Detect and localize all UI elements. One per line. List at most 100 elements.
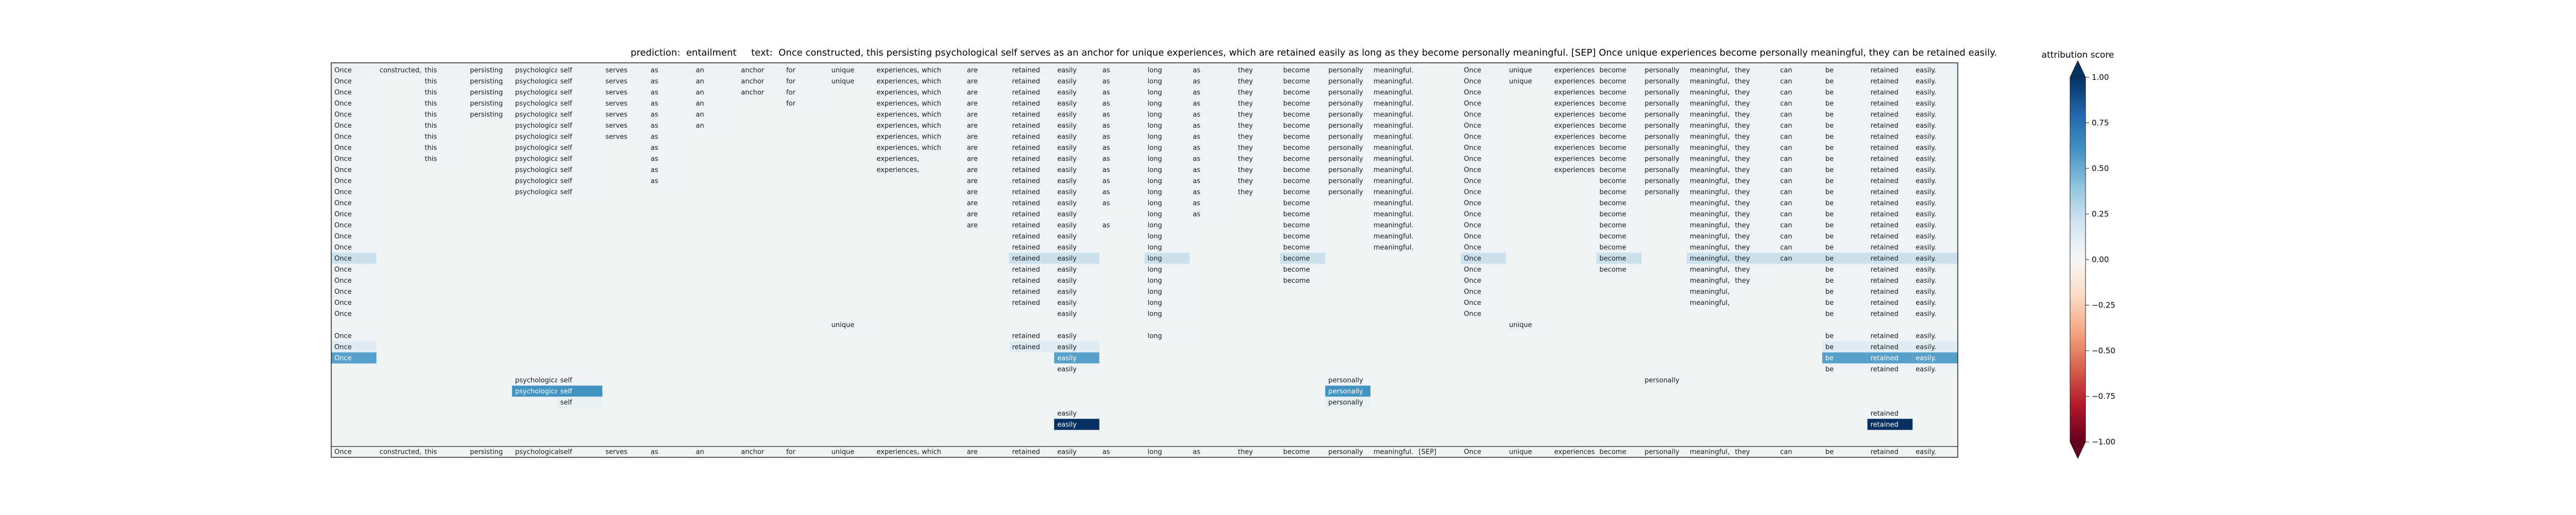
heatmap-cell [1009, 341, 1055, 353]
cell-token-label: Once [334, 111, 352, 119]
cell-token-label: easily [1057, 122, 1077, 130]
heatmap-cell [1009, 264, 1055, 275]
heatmap-cell [1912, 352, 1958, 364]
heatmap-cell [1732, 264, 1777, 275]
heatmap-cell [512, 97, 557, 109]
cell-token-label: retained [1871, 111, 1899, 119]
colorbar-tick-label: 0.25 [2092, 210, 2109, 219]
cell-token-label: self [560, 89, 572, 97]
heatmap-cell [1325, 385, 1370, 397]
heatmap-row: Once this persisting psychological self serve… [331, 87, 1958, 98]
cell-token-label: Once [334, 211, 352, 218]
cell-token-label: retained [1012, 100, 1040, 108]
heatmap-cell [1912, 330, 1958, 341]
cell-token-label: this [425, 100, 437, 108]
heatmap-cell [1686, 264, 1732, 275]
cell-token-label: they [1238, 122, 1253, 130]
heatmap-cell [1054, 64, 1099, 76]
heatmap-cell [873, 97, 919, 109]
cell-token-label: personally [1328, 144, 1363, 152]
cell-token-label: as [1103, 78, 1110, 85]
heatmap-cell [1867, 419, 1913, 430]
heatmap-cell [1190, 208, 1235, 220]
cell-token-label: as [1193, 100, 1200, 108]
heatmap-cell [1777, 208, 1822, 220]
text-value: Once constructed, this persisting psycho… [778, 47, 1997, 58]
heatmap-cell [331, 286, 377, 297]
heatmap-row: Once this psychological self serves as experie… [331, 131, 1958, 142]
heatmap-cell [1099, 219, 1145, 231]
heatmap-cell [1732, 242, 1777, 253]
cell-token-label: an [696, 122, 704, 130]
heatmap-cell [1732, 131, 1777, 142]
heatmap-cell [1596, 242, 1642, 253]
heatmap-cell [1686, 219, 1732, 231]
heatmap-cell [1054, 308, 1099, 319]
heatmap-cell [1370, 87, 1416, 98]
cell-token-label: easily [1057, 410, 1077, 418]
heatmap-row: Once this persisting psychological self serve… [331, 97, 1958, 109]
cell-token-label: easily [1057, 233, 1077, 241]
heatmap-cell [1912, 219, 1958, 231]
colorbar-tick-label: 0.75 [2092, 118, 2109, 128]
cell-token-label: retained [1871, 188, 1899, 196]
cell-token-label: long [1148, 78, 1162, 85]
heatmap-cell [919, 75, 964, 87]
heatmap-cell [1461, 109, 1506, 120]
cell-token-label: retained [1012, 244, 1040, 252]
cell-token-label: Once [334, 288, 352, 296]
cell-token-label: be [1825, 144, 1834, 152]
heatmap-cell [1461, 164, 1506, 176]
cell-token-label: which [922, 122, 941, 130]
heatmap-cell [1144, 219, 1190, 231]
token-label: an [696, 449, 704, 456]
heatmap-cell [512, 87, 557, 98]
heatmap-cell [1280, 230, 1326, 242]
prediction-value: entailment [686, 47, 737, 58]
cell-token-label: personally [1645, 78, 1680, 85]
heatmap-cell [1822, 131, 1868, 142]
cell-token-label: meaningful, [1690, 100, 1730, 108]
cell-token-label: they [1735, 166, 1750, 174]
heatmap-cell [1686, 164, 1732, 176]
heatmap-cell [512, 374, 557, 386]
heatmap-row: Once retained easily be retained easily. [331, 341, 1958, 353]
heatmap-cell [1777, 252, 1822, 264]
heatmap-cell [1054, 264, 1099, 275]
heatmap-row: Once retained easily long be retained easily. [331, 330, 1958, 341]
token-label: as [1193, 449, 1200, 456]
cell-token-label: become [1283, 133, 1310, 141]
cell-token-label: become [1599, 166, 1626, 174]
heatmap-cell [1822, 264, 1868, 275]
cell-token-label: as [1193, 122, 1200, 130]
cell-token-label: can [1780, 67, 1792, 75]
heatmap-cell [1912, 274, 1958, 286]
cell-token-label: be [1825, 200, 1834, 208]
heatmap-cell [1190, 131, 1235, 142]
heatmap-cell [1370, 119, 1416, 131]
heatmap-row: Once psychological self as experiences, are re… [331, 164, 1958, 176]
cell-token-label: retained [1012, 122, 1040, 130]
cell-token-label: long [1148, 311, 1162, 318]
heatmap-cell [1912, 197, 1958, 209]
cell-token-label: easily [1057, 156, 1077, 163]
heatmap-cell [963, 131, 1009, 142]
heatmap-cell [1370, 97, 1416, 109]
cell-token-label: as [651, 89, 658, 97]
heatmap-cell [1551, 119, 1597, 131]
heatmap-cell [512, 119, 557, 131]
cell-token-label: personally [1328, 399, 1363, 407]
heatmap-cell [1054, 109, 1099, 120]
heatmap-cell [1370, 164, 1416, 176]
cell-token-label: personally [1645, 166, 1680, 174]
heatmap-cell [1822, 87, 1868, 98]
heatmap-cell [1280, 164, 1326, 176]
cell-token-label: retained [1871, 366, 1899, 373]
cell-token-label: long [1148, 133, 1162, 141]
heatmap-cell [692, 119, 738, 131]
heatmap-cell [421, 75, 467, 87]
heatmap-cell [1822, 175, 1868, 186]
heatmap-cell [1732, 142, 1777, 153]
token-label: self [560, 449, 572, 456]
cell-token-label: retained [1012, 200, 1040, 208]
